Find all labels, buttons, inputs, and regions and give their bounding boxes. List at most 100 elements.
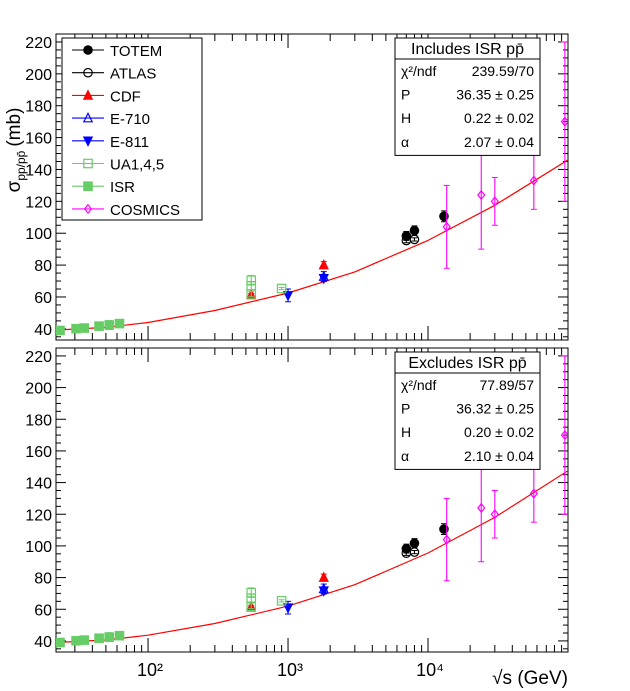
data-point-cosmics xyxy=(529,175,538,186)
y-tick-label: 220 xyxy=(25,35,52,52)
y-axis-symbol: σ xyxy=(4,180,25,192)
data-point-e-811 xyxy=(282,291,294,302)
fit-param-value: 0.20 ± 0.02 xyxy=(464,424,534,440)
data-point-isr xyxy=(94,633,104,644)
y-tick-label: 100 xyxy=(25,226,52,243)
data-point-e-811 xyxy=(318,274,329,285)
y-tick-label: 120 xyxy=(25,507,52,524)
fit-param-label: χ²/ndf xyxy=(401,377,436,393)
y-tick-label: 40 xyxy=(34,322,52,339)
data-point-ua1-4-5 xyxy=(276,596,287,606)
data-point-e-811 xyxy=(282,603,294,614)
y-tick-label: 80 xyxy=(34,258,52,275)
fit-param-value: 36.32 ± 0.25 xyxy=(456,401,534,417)
series-cosmics xyxy=(442,355,568,582)
x-axis-title: √s (GeV) xyxy=(492,668,568,689)
data-point-ua1-4-5 xyxy=(276,283,287,294)
legend-marker-ua1-4-5 xyxy=(83,158,93,169)
y-tick-label: 160 xyxy=(25,444,52,461)
data-point-isr xyxy=(114,318,125,329)
data-point-isr xyxy=(56,325,65,336)
series-cosmics xyxy=(442,41,568,269)
panel-top: 40 60 80 100 120 140 160 180 200 220 Includes ISR … xyxy=(25,33,569,341)
y-tick-label: 180 xyxy=(25,99,52,116)
x-tick-label: 10³ xyxy=(277,660,303,680)
series-isr xyxy=(56,630,125,648)
series-atlas xyxy=(401,234,420,246)
legend-marker-e-710 xyxy=(82,112,94,123)
data-point-cosmics xyxy=(442,534,451,545)
data-point-cosmics xyxy=(560,429,568,441)
legend-marker-e-811 xyxy=(82,136,94,147)
data-point-isr xyxy=(104,632,115,642)
fit-param-label: H xyxy=(401,424,411,440)
fit-box-frame xyxy=(394,351,541,470)
fit-param-value: 36.35 ± 0.25 xyxy=(456,87,534,103)
data-point-totem xyxy=(439,524,449,534)
data-point-cosmics xyxy=(442,221,451,233)
legend-marker-isr xyxy=(83,181,93,191)
y-tick-label: 140 xyxy=(25,476,52,493)
y-tick-label: 120 xyxy=(25,194,52,211)
legend-item-ua1-4-5: UA1,4,5 xyxy=(72,157,164,174)
data-point-cosmics xyxy=(529,488,538,499)
y-tick-label: 60 xyxy=(34,602,52,619)
legend-marker-cosmics xyxy=(83,203,93,215)
data-point-totem xyxy=(409,538,420,549)
legend-label: UA1,4,5 xyxy=(110,157,164,174)
data-point-isr xyxy=(114,630,125,641)
legend-item-e-710: E-710 xyxy=(72,111,150,128)
x-tick-label: 10⁴ xyxy=(416,660,444,680)
data-point-isr xyxy=(94,321,104,331)
data-point-isr xyxy=(79,635,90,645)
fit-box-title: Excludes ISR pp̄ xyxy=(408,355,526,372)
y-tick-label: 180 xyxy=(25,412,52,429)
data-point-atlas xyxy=(409,547,420,557)
plot-frame xyxy=(55,33,569,341)
y-tick-label: 80 xyxy=(34,571,52,588)
fit-param-label: P xyxy=(401,401,410,417)
series-isr xyxy=(56,318,125,336)
legend-label: ATLAS xyxy=(110,66,156,83)
data-point-isr xyxy=(71,635,81,646)
fit-box: Excludes ISR pp̄ χ²/ndf 77.89/57 P 36.32 ± 0… xyxy=(394,351,541,470)
y-axis-title: σpp/pp̄ (mb) xyxy=(4,108,28,193)
fit-param-label: H xyxy=(401,110,411,126)
fit-box-frame xyxy=(394,37,541,156)
y-axis-subscript: pp/pp̄ xyxy=(14,150,28,180)
data-point-cdf xyxy=(318,259,329,270)
legend-item-totem: TOTEM xyxy=(72,43,162,60)
legend-marker-atlas xyxy=(83,67,93,78)
fit-box-title: Includes ISR pp̄ xyxy=(411,41,524,58)
data-point-cdf xyxy=(318,571,329,582)
legend-item-cdf: CDF xyxy=(72,88,141,105)
y-tick-label: 140 xyxy=(25,162,52,179)
y-axis-unit: (mb) xyxy=(4,108,25,147)
legend-label: TOTEM xyxy=(110,43,162,60)
fit-param-value: 0.22 ± 0.02 xyxy=(464,110,534,126)
series-totem xyxy=(401,210,449,241)
fit-param-value: 2.10 ± 0.04 xyxy=(464,448,534,464)
data-point-ua1-4-5 xyxy=(246,587,257,598)
legend-marker-cdf xyxy=(82,89,94,100)
legend-label: E-811 xyxy=(110,134,149,151)
data-point-cosmics xyxy=(477,502,486,514)
data-point-totem xyxy=(409,225,420,236)
data-point-ua1-4-5 xyxy=(246,275,257,286)
y-tick-label: 200 xyxy=(25,67,52,84)
fit-param-label: P xyxy=(401,87,410,103)
legend-item-isr: ISR xyxy=(72,179,135,196)
fit-param-value: 239.59/70 xyxy=(472,63,534,79)
fit-box: Includes ISR pp̄ χ²/ndf 239.59/70 P 36.35 ± … xyxy=(394,37,541,156)
series-ua1-4-5 xyxy=(246,587,287,612)
legend-label: COSMICS xyxy=(110,202,180,219)
y-tick-label: 200 xyxy=(25,381,52,398)
fit-param-label: α xyxy=(401,448,409,464)
legend-item-cosmics: COSMICS xyxy=(72,202,180,219)
data-point-cosmics xyxy=(490,196,499,207)
data-point-totem xyxy=(439,211,449,222)
legend: TOTEM ATLAS CDF E-710 E-811 UA1,4,5 ISR COSMICS xyxy=(61,37,203,221)
data-point-isr xyxy=(79,323,90,333)
axis-labels: σpp/pp̄ (mb) √s (GeV) xyxy=(4,108,568,689)
